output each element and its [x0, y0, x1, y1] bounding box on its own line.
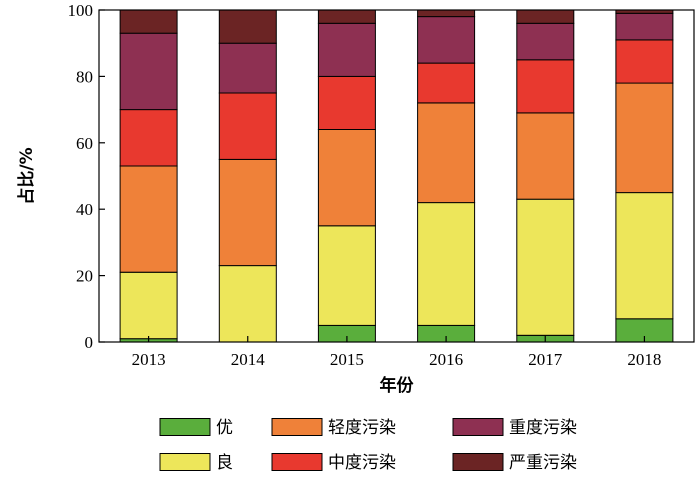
y-axis-title: 占比/%	[16, 147, 37, 204]
bar-segment-2016-s5	[417, 9, 476, 18]
legend-swatch	[159, 453, 211, 471]
bar-segment-2015-s5	[317, 9, 376, 24]
bar-segment-2013-s4	[119, 32, 178, 111]
legend-swatch	[452, 453, 504, 471]
bar-segment-2014-s5	[218, 9, 277, 44]
x-tick-label: 2016	[429, 350, 463, 369]
bar-segment-2014-s3	[218, 92, 277, 160]
bar-segment-2017-s1	[516, 198, 575, 336]
bar-segment-2015-s4	[317, 22, 376, 77]
bar-segment-2013-s2	[119, 165, 178, 273]
x-tick-label: 2013	[132, 350, 166, 369]
x-tick-label: 2015	[330, 350, 364, 369]
bar-segment-2018-s1	[615, 192, 674, 320]
legend-label: 轻度污染	[328, 418, 396, 438]
bar-segment-2017-s3	[516, 59, 575, 114]
legend-swatch	[159, 418, 211, 436]
x-tick-label: 2018	[627, 350, 661, 369]
bar-segment-2018-s4	[615, 12, 674, 41]
bar-segment-2016-s1	[417, 202, 476, 326]
y-tick-label: 40	[76, 200, 93, 219]
x-axis: 2013 2014 2015 2016 2017 2018	[132, 336, 661, 369]
bar-segment-2017-s2	[516, 112, 575, 200]
bar-segment-2014-s1	[218, 265, 277, 343]
bar-segment-2015-s3	[317, 75, 376, 130]
x-axis-title: 年份	[380, 375, 415, 396]
x-tick-label: 2014	[231, 350, 266, 369]
y-tick-label: 60	[76, 134, 93, 153]
y-tick-label: 0	[85, 333, 94, 352]
bar-segment-2015-s2	[317, 129, 376, 227]
y-tick-label: 20	[76, 267, 93, 286]
legend-label: 严重污染	[509, 453, 577, 473]
y-axis: 0 20 40 60 80 100	[68, 1, 105, 352]
bar-segment-2013-s1	[119, 271, 178, 340]
bar-segment-2017-s4	[516, 22, 575, 61]
bar-segment-2015-s1	[317, 225, 376, 326]
legend-label: 中度污染	[328, 453, 396, 473]
bar-segment-2016-s2	[417, 102, 476, 204]
legend-swatch	[271, 418, 323, 436]
y-tick-label: 100	[68, 1, 94, 20]
y-tick-label: 80	[76, 67, 93, 86]
x-tick-label: 2017	[528, 350, 563, 369]
plot-frame	[98, 9, 695, 343]
bar-segment-2014-s2	[218, 158, 277, 267]
legend-label: 优	[216, 418, 233, 438]
bar-segment-2016-s4	[417, 16, 476, 64]
bar-segment-2013-s5	[119, 9, 178, 34]
legend-swatch	[271, 453, 323, 471]
bar-segment-2014-s4	[218, 42, 277, 94]
bar-segment-2018-s2	[615, 82, 674, 194]
bar-segment-2017-s5	[516, 9, 575, 24]
bar-segment-2018-s3	[615, 39, 674, 84]
bar-segment-2013-s3	[119, 109, 178, 167]
legend-label: 良	[216, 453, 233, 473]
bars-layer	[119, 9, 674, 343]
legend-label: 重度污染	[509, 418, 577, 438]
legend-swatch	[452, 418, 504, 436]
bar-segment-2016-s3	[417, 62, 476, 104]
